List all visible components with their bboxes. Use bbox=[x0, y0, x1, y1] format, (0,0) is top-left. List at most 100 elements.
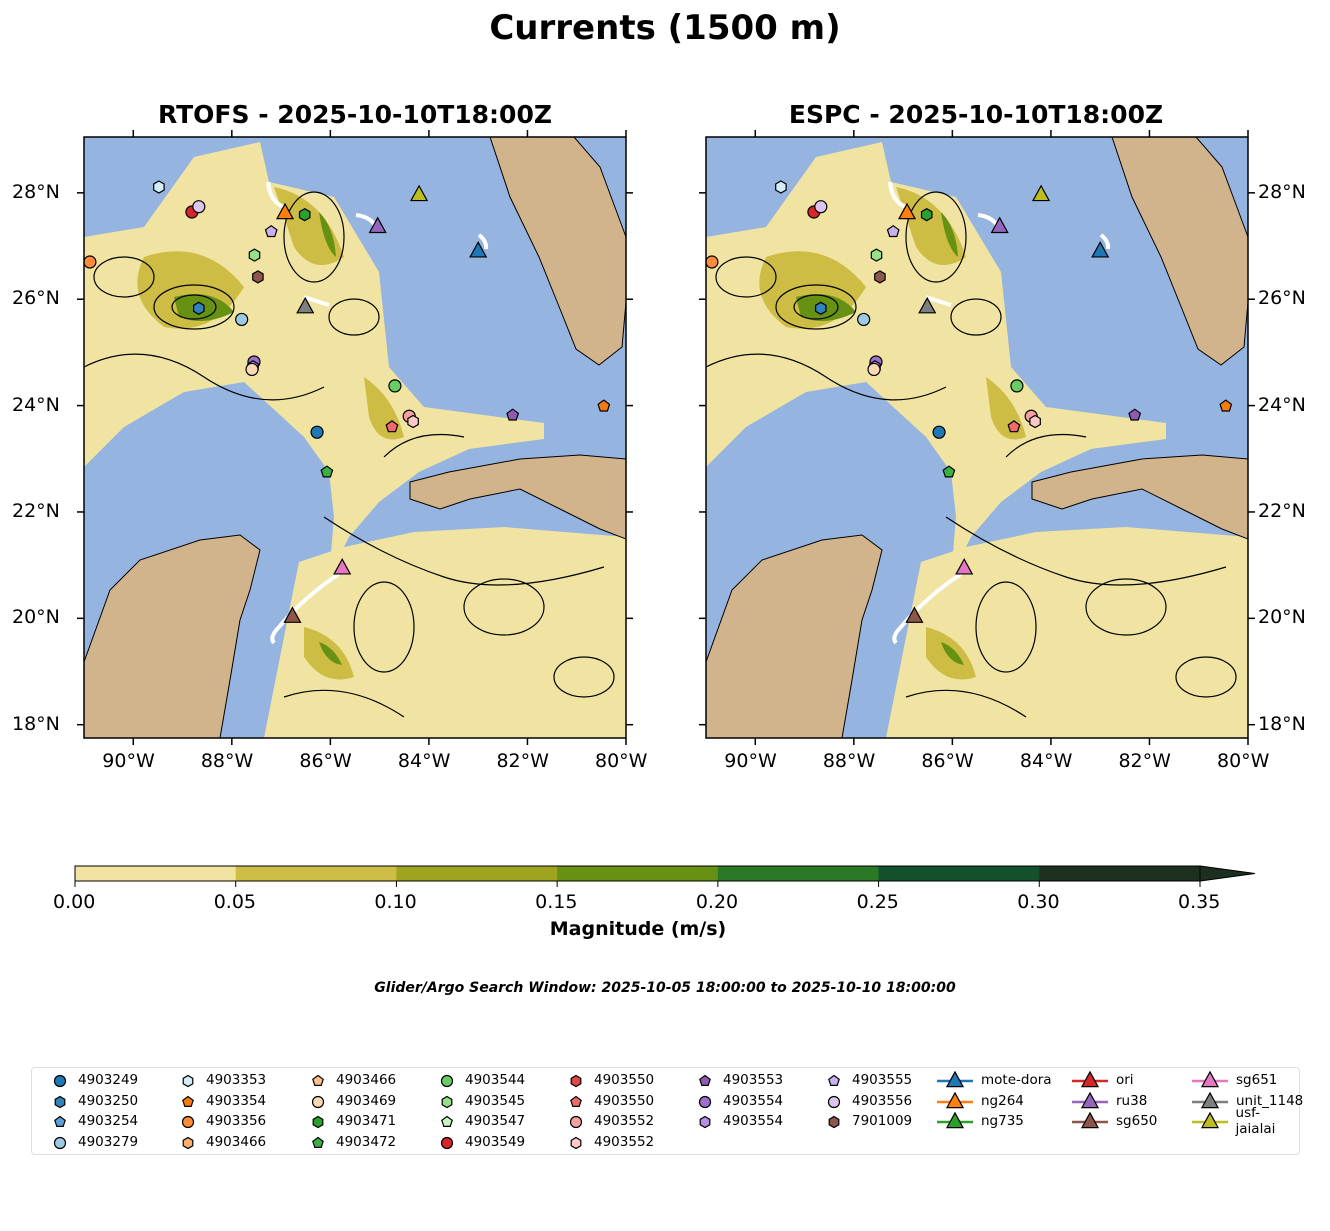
colorbar-segment bbox=[75, 866, 237, 881]
marker-4903556 bbox=[192, 200, 206, 214]
marker-4903250 bbox=[814, 301, 827, 315]
marker-4903471 bbox=[298, 208, 311, 222]
lon-tick-label: 84°W bbox=[397, 750, 451, 772]
marker-4903555 bbox=[264, 224, 278, 238]
legend-label: 4903552 bbox=[594, 1113, 655, 1130]
marker-4903469 bbox=[867, 362, 881, 377]
legend-label: 4903356 bbox=[206, 1113, 267, 1130]
legend-marker-icon bbox=[182, 1136, 194, 1150]
legend-label: 4903544 bbox=[465, 1072, 526, 1088]
legend-label: 4903466 bbox=[206, 1134, 267, 1151]
lat-tick-label: 24°N bbox=[12, 393, 60, 416]
colorbar-extend-arrow bbox=[1199, 865, 1256, 882]
lon-tick-label: 80°W bbox=[595, 750, 648, 772]
legend-item: sg650 bbox=[1072, 1111, 1157, 1131]
lat-tick-label: 22°N bbox=[12, 499, 60, 522]
marker-7901009 bbox=[252, 270, 264, 284]
lon-tick-label: 80°W bbox=[1217, 750, 1270, 772]
legend-item: 4903554 bbox=[695, 1111, 783, 1131]
legend-label: 4903471 bbox=[336, 1113, 397, 1130]
marker-4903553 bbox=[506, 408, 520, 421]
colorbar-tick-label: 0.25 bbox=[856, 891, 899, 913]
marker-ng264 bbox=[275, 202, 295, 220]
legend-label: 4903554 bbox=[723, 1092, 784, 1109]
colorbar-tick-label: 0.30 bbox=[1017, 891, 1060, 913]
panel-title-rtofs: RTOFS - 2025-10-10T18:00Z bbox=[158, 100, 552, 129]
legend-marker-icon bbox=[945, 1112, 965, 1129]
legend-marker-icon bbox=[828, 1116, 840, 1129]
lat-tick-label: 20°N bbox=[1258, 606, 1306, 629]
marker-sg651 bbox=[955, 557, 974, 575]
colorbar-tick-label: 0.15 bbox=[535, 891, 578, 913]
legend-marker-icon bbox=[312, 1116, 324, 1129]
legend-marker-icon bbox=[1080, 1071, 1100, 1088]
legend-item: mote-dora bbox=[937, 1070, 1052, 1090]
legend-label: unit_1148 bbox=[1236, 1092, 1304, 1109]
legend-item: usf-jaialai bbox=[1192, 1105, 1299, 1137]
lat-tick-label: 18°N bbox=[1258, 712, 1306, 735]
colorbar-tick-label: 0.00 bbox=[53, 891, 96, 913]
legend-marker-icon bbox=[440, 1074, 454, 1088]
legend-label: ng735 bbox=[981, 1113, 1024, 1130]
legend-marker-icon bbox=[312, 1074, 324, 1086]
legend-marker-icon bbox=[570, 1136, 582, 1150]
marker-4903545 bbox=[870, 248, 883, 262]
colorbar bbox=[74, 865, 1256, 887]
legend-item: 4903554 bbox=[695, 1091, 783, 1111]
legend-item: 4903279 bbox=[50, 1132, 138, 1152]
legend-label: mote-dora bbox=[981, 1072, 1052, 1088]
search-window-note: Glider/Argo Search Window: 2025-10-05 18… bbox=[374, 980, 956, 996]
legend-marker-icon bbox=[945, 1091, 965, 1108]
lon-tick-label: 86°W bbox=[299, 750, 352, 772]
lat-tick-label: 28°N bbox=[12, 180, 60, 203]
panel-title-espc: ESPC - 2025-10-10T18:00Z bbox=[788, 100, 1164, 129]
marker-4903545 bbox=[248, 248, 261, 262]
legend: 4903249 4903250 4903254 4903279 4903353 49033… bbox=[31, 1067, 1303, 1155]
lon-tick-label: 82°W bbox=[496, 750, 549, 772]
legend-item: 4903254 bbox=[50, 1111, 138, 1131]
marker-mote-dora bbox=[1091, 241, 1110, 258]
legend-marker-icon bbox=[182, 1095, 194, 1107]
lat-tick-label: 26°N bbox=[1258, 287, 1306, 310]
marker-4903550 bbox=[1007, 420, 1021, 433]
lat-tick-label: 24°N bbox=[1258, 393, 1306, 416]
lon-tick-label: 84°W bbox=[1019, 750, 1073, 772]
legend-item: 4903556 bbox=[824, 1091, 912, 1111]
marker-mote-dora bbox=[469, 241, 488, 258]
legend-item: 7901009 bbox=[824, 1111, 912, 1131]
legend-marker-icon bbox=[53, 1074, 67, 1088]
marker-ru38 bbox=[368, 216, 387, 234]
lon-tick-label: 90°W bbox=[724, 750, 777, 772]
legend-item: 4903555 bbox=[824, 1070, 912, 1090]
legend-item: 4903472 bbox=[308, 1132, 396, 1152]
marker-4903472 bbox=[320, 465, 334, 478]
marker-4903354 bbox=[1219, 399, 1233, 412]
legend-label: 4903249 bbox=[78, 1072, 139, 1088]
legend-label: 4903545 bbox=[465, 1092, 526, 1109]
legend-item: 4903469 bbox=[308, 1091, 396, 1111]
marker-sg650 bbox=[905, 606, 924, 623]
legend-item: sg651 bbox=[1192, 1070, 1277, 1090]
legend-marker-icon bbox=[1200, 1112, 1220, 1129]
marker-4903469 bbox=[245, 362, 259, 377]
legend-label: 4903555 bbox=[852, 1072, 913, 1088]
legend-marker-icon bbox=[53, 1136, 67, 1150]
legend-item: 4903552 bbox=[566, 1132, 654, 1152]
legend-item: unit_1148 bbox=[1192, 1091, 1303, 1111]
legend-marker-icon bbox=[440, 1136, 454, 1150]
marker-4903544 bbox=[388, 379, 402, 393]
marker-4903553 bbox=[1128, 408, 1142, 421]
legend-item: 4903353 bbox=[178, 1070, 266, 1090]
legend-label: ng264 bbox=[981, 1092, 1024, 1109]
marker-ng264 bbox=[897, 202, 917, 220]
legend-label: 4903250 bbox=[78, 1092, 139, 1109]
marker-4903552 bbox=[407, 414, 419, 429]
marker-4903472 bbox=[942, 465, 956, 478]
marker-4903356 bbox=[706, 255, 719, 269]
marker-4903353 bbox=[775, 180, 787, 194]
legend-marker-icon bbox=[828, 1074, 840, 1086]
lon-tick-label: 82°W bbox=[1118, 750, 1171, 772]
legend-marker-icon bbox=[1200, 1091, 1220, 1108]
legend-marker-icon bbox=[699, 1116, 711, 1129]
legend-item: ng735 bbox=[937, 1111, 1024, 1131]
